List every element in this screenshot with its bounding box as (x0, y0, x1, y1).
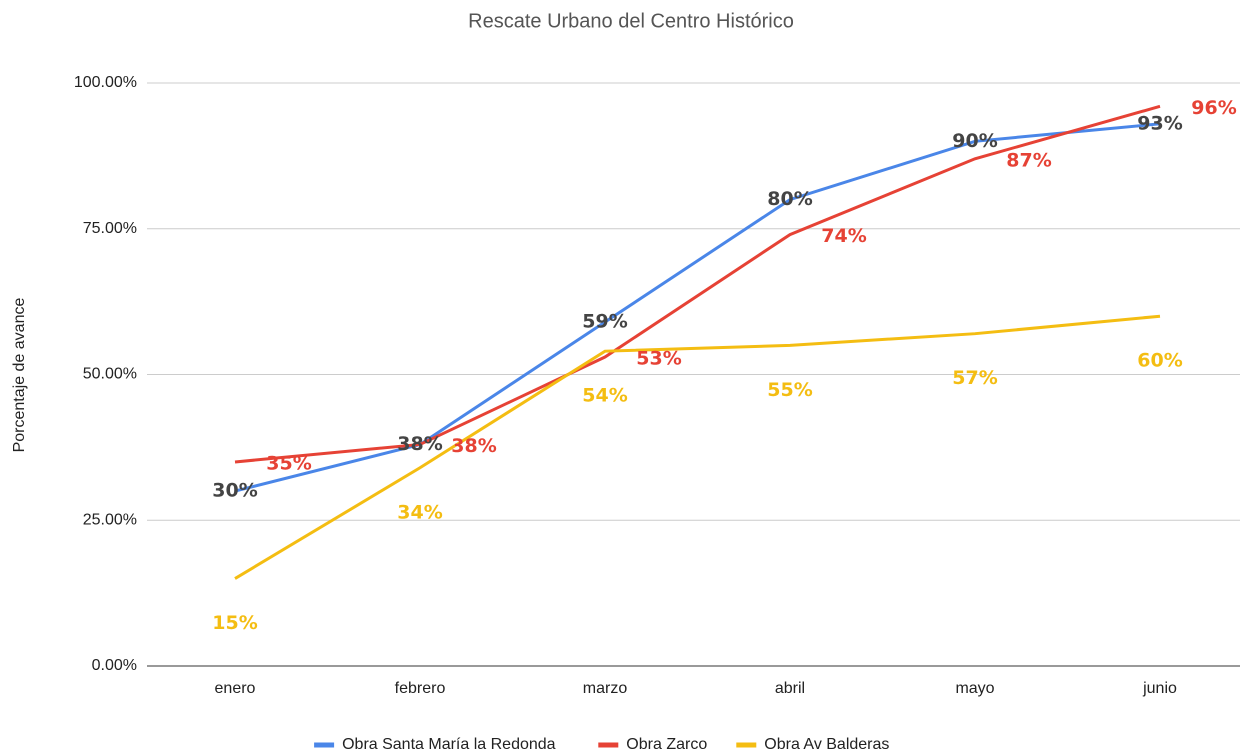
y-tick-label: 0.00% (92, 657, 137, 674)
data-label: 60% (1137, 350, 1182, 372)
y-tick-label: 25.00% (83, 511, 137, 528)
data-label: 38% (397, 433, 442, 455)
data-label: 55% (767, 379, 812, 401)
chart-title: Rescate Urbano del Centro Histórico (468, 10, 794, 32)
data-label: 59% (582, 311, 627, 333)
data-label: 53% (636, 348, 681, 370)
data-label: 38% (451, 435, 496, 457)
data-label: 57% (952, 367, 997, 389)
data-label: 54% (582, 385, 627, 407)
data-label: 15% (212, 612, 257, 634)
x-tick-label: enero (215, 680, 256, 697)
x-tick-label: junio (1142, 680, 1177, 697)
data-label: 74% (821, 225, 866, 247)
series-line (234, 122, 1161, 493)
data-label: 30% (212, 480, 257, 502)
data-label: 90% (952, 130, 997, 152)
series-line (234, 104, 1161, 464)
x-tick-label: abril (775, 680, 805, 697)
data-label: 35% (266, 452, 311, 474)
x-tick-label: mayo (955, 680, 994, 697)
y-tick-label: 50.00% (83, 366, 137, 383)
data-label: 93% (1137, 112, 1182, 134)
y-tick-label: 75.00% (83, 220, 137, 237)
y-axis-title: Porcentaje de avance (11, 298, 28, 453)
data-label: 34% (397, 501, 442, 523)
x-tick-label: marzo (583, 680, 628, 697)
legend-label: Obra Zarco (626, 736, 707, 753)
legend-label: Obra Av Balderas (764, 736, 889, 753)
series-line (234, 314, 1161, 580)
legend-label: Obra Santa María la Redonda (342, 736, 556, 753)
x-tick-label: febrero (395, 680, 446, 697)
y-tick-label: 100.00% (74, 74, 137, 91)
data-label: 87% (1006, 149, 1051, 171)
data-label: 80% (767, 188, 812, 210)
data-label: 96% (1191, 97, 1236, 119)
